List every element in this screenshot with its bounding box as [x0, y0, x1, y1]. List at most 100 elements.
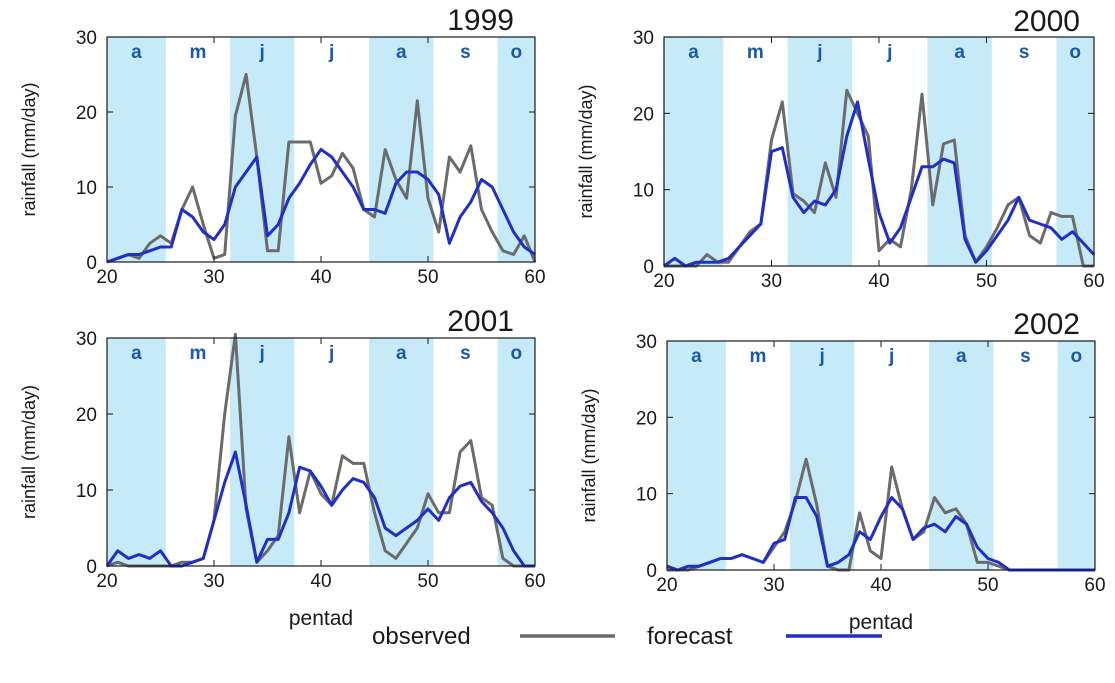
month-label: s	[1019, 42, 1030, 63]
x-tick-label: 40	[870, 575, 891, 596]
axes: 20 30 40 50 60 0 10 20 30	[76, 329, 546, 592]
month-label: s	[460, 343, 471, 364]
x-tick-label: 30	[203, 267, 224, 288]
observed-line	[106, 73, 537, 264]
month-label: j	[886, 42, 892, 63]
month-label: o	[1070, 346, 1082, 367]
y-axis-label: rainfall (mm/day)	[576, 84, 596, 218]
month-band	[929, 341, 994, 570]
x-tick-label: 50	[417, 267, 438, 288]
series-lines	[663, 88, 1096, 268]
panel-title: 2002	[1013, 308, 1080, 341]
y-tick-label: 20	[633, 104, 654, 125]
legend-forecast-label: forecast	[647, 623, 733, 650]
y-tick-label: 30	[636, 332, 657, 353]
x-tick-label: 40	[868, 271, 889, 292]
x-tick-label: 20	[653, 271, 674, 292]
y-tick-label: 30	[76, 28, 97, 49]
forecast-line	[106, 148, 536, 264]
y-tick-label: 10	[76, 481, 97, 502]
x-tick-label: 20	[96, 267, 117, 288]
month-label: a	[131, 343, 142, 364]
month-label: a	[396, 343, 407, 364]
x-tick-label: 30	[761, 271, 782, 292]
month-band	[497, 37, 535, 262]
y-tick-label: 20	[636, 408, 657, 429]
month-label: j	[888, 346, 894, 367]
month-label: s	[460, 42, 471, 63]
x-tick-label: 50	[977, 575, 998, 596]
x-tick-label: 20	[96, 571, 117, 592]
legend: observed forecast	[372, 623, 882, 650]
panel-title: 1999	[447, 4, 514, 37]
series-lines	[106, 73, 537, 264]
axes: 20 30 40 50 60 0 10 20 30	[636, 332, 1106, 596]
month-band	[667, 341, 726, 570]
y-axis-label: rainfall (mm/day)	[579, 388, 599, 522]
plot-frame	[666, 340, 1096, 571]
x-tick-label: 60	[524, 267, 545, 288]
month-band	[230, 37, 295, 262]
month-label: j	[328, 42, 334, 63]
month-label: a	[688, 42, 699, 63]
y-tick-label: 10	[636, 485, 657, 506]
x-tick-label: 40	[310, 571, 331, 592]
month-band	[107, 37, 166, 262]
x-tick-label: 20	[656, 575, 677, 596]
panel-2000: a m j j a s o 20 30 40 50 60 0 10 20 30 2000 rainfall …	[576, 5, 1105, 292]
month-label: m	[747, 42, 764, 63]
panel-2002: a m j j a s o 20 30 40 50 60 0 10 20 30 2002 rainfall …	[579, 308, 1106, 634]
forecast-line	[105, 450, 535, 568]
x-tick-label: 60	[1083, 271, 1104, 292]
month-label: o	[510, 343, 522, 364]
month-label: a	[954, 42, 965, 63]
x-axis-label: pentad	[849, 611, 913, 634]
series-lines	[105, 332, 535, 568]
month-label: j	[816, 42, 822, 63]
legend-observed-label: observed	[372, 623, 471, 650]
month-label: j	[259, 343, 265, 364]
month-band	[230, 338, 295, 566]
month-label: m	[749, 346, 766, 367]
x-axis-label: pentad	[289, 607, 353, 630]
month-label: o	[510, 42, 522, 63]
x-tick-label: 50	[976, 271, 997, 292]
forecast-line	[663, 100, 1096, 268]
month-label: j	[328, 343, 334, 364]
month-band	[664, 37, 724, 266]
y-axis-label: rainfall (mm/day)	[19, 385, 39, 519]
y-tick-label: 0	[643, 257, 654, 278]
y-tick-label: 30	[76, 329, 97, 350]
plot-frame	[106, 337, 536, 567]
y-tick-label: 10	[633, 181, 654, 202]
observed-line	[664, 88, 1094, 268]
month-label: a	[691, 346, 702, 367]
month-label: j	[819, 346, 825, 367]
x-tick-label: 30	[203, 571, 224, 592]
x-tick-label: 30	[763, 575, 784, 596]
y-axis-label: rainfall (mm/day)	[19, 82, 39, 216]
series-lines	[666, 457, 1095, 572]
panel-2001: a m j j a s o 20 30 40 50 60 0 10 20 30 2001 rainfall …	[19, 305, 546, 630]
x-tick-label: 40	[310, 267, 331, 288]
observed-line	[106, 332, 535, 568]
month-band	[927, 37, 992, 266]
y-tick-label: 10	[76, 178, 97, 199]
month-label: a	[396, 42, 407, 63]
month-label: s	[1020, 346, 1031, 367]
y-tick-label: 20	[76, 405, 97, 426]
month-label: a	[956, 346, 967, 367]
y-tick-label: 0	[86, 253, 97, 274]
x-tick-label: 60	[1084, 575, 1105, 596]
panel-title: 2000	[1013, 5, 1080, 38]
x-tick-label: 60	[524, 571, 545, 592]
month-band	[107, 338, 166, 566]
month-band	[1057, 341, 1095, 570]
month-label: m	[189, 343, 206, 364]
axes: 20 30 40 50 60 0 10 20 30	[633, 28, 1105, 292]
x-tick-label: 50	[417, 571, 438, 592]
